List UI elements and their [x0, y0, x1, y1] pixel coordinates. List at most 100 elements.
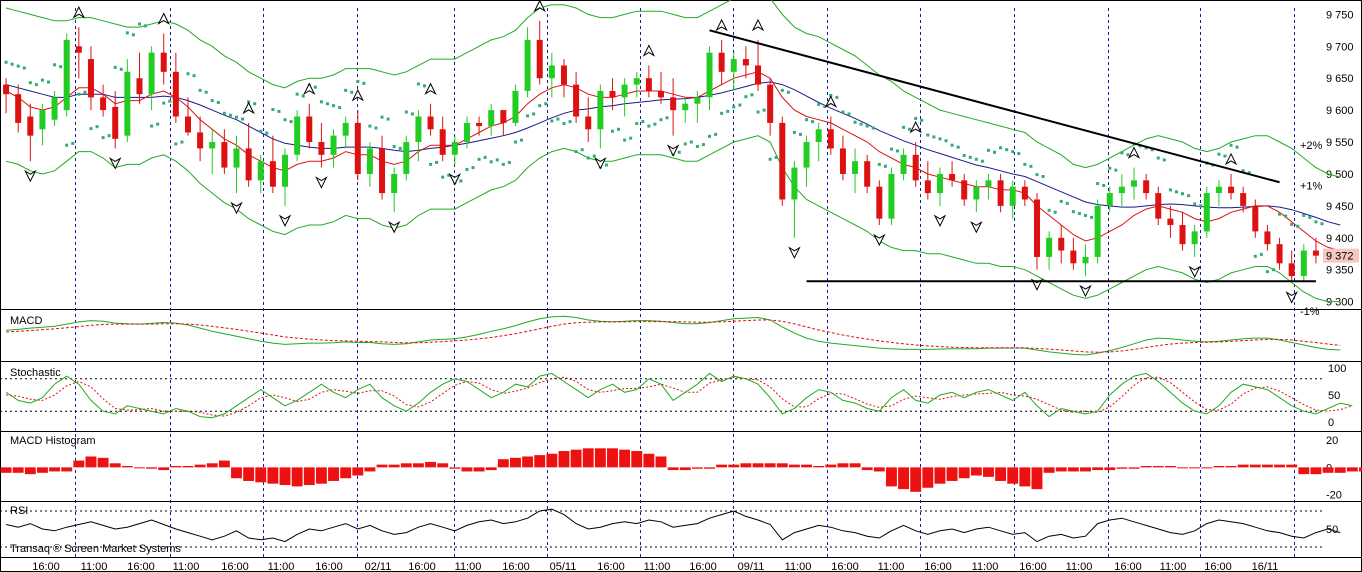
candle-body — [1118, 186, 1125, 194]
sar-dot — [71, 141, 75, 145]
candle-body — [1046, 237, 1053, 257]
histogram-bar — [194, 464, 206, 468]
histogram-bar — [764, 463, 776, 468]
candle-body — [184, 116, 191, 133]
histogram-bar — [1322, 467, 1334, 473]
candle-body — [15, 94, 22, 123]
x-axis-tick-label: 16:00 — [689, 561, 717, 572]
rsi-panel-title: RSI — [10, 505, 28, 517]
x-axis-tick-label: 05/11 — [550, 561, 577, 572]
sar-dot — [344, 88, 348, 92]
x-axis-tick-label: 11:00 — [1160, 561, 1187, 572]
histogram-bar — [267, 467, 279, 484]
candle-body — [209, 142, 216, 149]
sar-dot — [1090, 215, 1094, 219]
histogram-bar — [1358, 467, 1362, 472]
sar-dot — [665, 116, 669, 120]
candle-body — [730, 59, 737, 72]
candle-body — [597, 90, 604, 130]
resistance-trendline — [709, 29, 1280, 184]
candle-body — [1264, 231, 1271, 245]
candle-body — [815, 129, 822, 143]
candle-body — [427, 116, 434, 130]
sar-dot — [805, 118, 809, 122]
histogram-bar — [376, 464, 388, 468]
watermark-text: Transaq ® Screen Market Systems — [10, 543, 181, 555]
bollinger-upper-band — [5, 0, 1341, 178]
candle-body — [536, 39, 543, 79]
x-axis-tick-label: 16:00 — [502, 561, 530, 572]
fractal-down-arrow — [230, 201, 243, 215]
sar-dot — [1181, 192, 1185, 196]
candle-body — [742, 59, 749, 66]
candle-body — [1203, 193, 1210, 232]
histogram-bar — [473, 467, 485, 472]
histogram-bar — [837, 463, 849, 468]
parabolic-sar — [4, 22, 1324, 274]
sar-dot — [137, 22, 141, 26]
histogram-bar — [49, 467, 61, 472]
sar-dot — [362, 81, 366, 85]
histogram-bar — [910, 467, 922, 492]
histogram-bar — [885, 467, 897, 487]
sar-dot — [1005, 148, 1009, 152]
stochastic-d-line — [6, 376, 1353, 417]
candle-body — [366, 148, 373, 174]
histogram-bar — [1152, 466, 1164, 468]
candle-body — [112, 106, 119, 139]
price-axis-tick-label: 9 400 — [1326, 233, 1354, 245]
x-axis-tick-label: 16:00 — [315, 561, 343, 572]
sar-dot — [441, 175, 445, 179]
sar-dot — [1199, 204, 1203, 208]
candle-body — [755, 65, 762, 85]
histogram-bar — [946, 467, 958, 481]
fractal-down-arrow — [1188, 265, 1201, 279]
price-axis-tick-label: 9 700 — [1326, 41, 1354, 53]
candle-body — [233, 148, 240, 168]
candle-body — [403, 142, 410, 174]
candle-body — [1021, 186, 1028, 200]
x-axis-tick-label: 16:00 — [924, 561, 952, 572]
sar-dot — [1320, 222, 1324, 226]
stochastic-axis-tick-label: 50 — [1328, 390, 1340, 402]
histogram-bar — [861, 467, 873, 471]
sar-dot — [847, 112, 851, 116]
candle-body — [621, 84, 628, 98]
sar-dot — [301, 94, 305, 98]
x-axis-tick-label: 16:00 — [1204, 561, 1232, 572]
x-axis-tick-label: 11:00 — [455, 561, 482, 572]
candle-body — [767, 84, 774, 123]
stochastic-panel-title: Stochastic — [10, 367, 61, 379]
sar-dot — [1156, 156, 1160, 160]
histogram-bar — [218, 460, 230, 468]
histogram-bar — [279, 467, 291, 486]
candle-body — [439, 129, 446, 155]
sar-dot — [986, 148, 990, 152]
sar-dot — [283, 118, 287, 122]
candle-body — [1312, 250, 1319, 256]
x-axis-tick-label: 16/11 — [1252, 561, 1279, 572]
sar-dot — [623, 138, 627, 142]
sar-dot — [210, 99, 214, 103]
x-axis-tick-label: 16:00 — [1114, 561, 1142, 572]
sar-dot — [192, 74, 196, 78]
histogram-bar — [364, 467, 376, 472]
band-percent-label: -1% — [1300, 306, 1320, 318]
sar-dot — [1223, 154, 1227, 158]
sar-dot — [241, 117, 245, 121]
histogram-bar — [607, 448, 618, 468]
histogram-bar — [170, 466, 182, 468]
sar-dot — [22, 66, 26, 70]
candle-body — [609, 90, 616, 98]
sar-dot — [526, 114, 530, 118]
candle-body — [342, 122, 349, 136]
sar-dot — [222, 111, 226, 115]
histogram-bar — [1104, 467, 1116, 471]
sar-dot — [629, 136, 633, 140]
fractal-down-arrow — [933, 214, 947, 227]
sar-dot — [956, 145, 960, 149]
sar-dot — [550, 119, 554, 123]
sar-dot — [507, 160, 511, 164]
sar-dot — [1271, 268, 1275, 272]
histogram-bar — [922, 467, 934, 488]
